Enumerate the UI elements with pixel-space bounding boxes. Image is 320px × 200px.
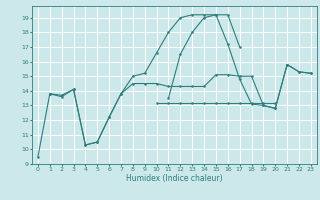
X-axis label: Humidex (Indice chaleur): Humidex (Indice chaleur) [126,174,223,183]
